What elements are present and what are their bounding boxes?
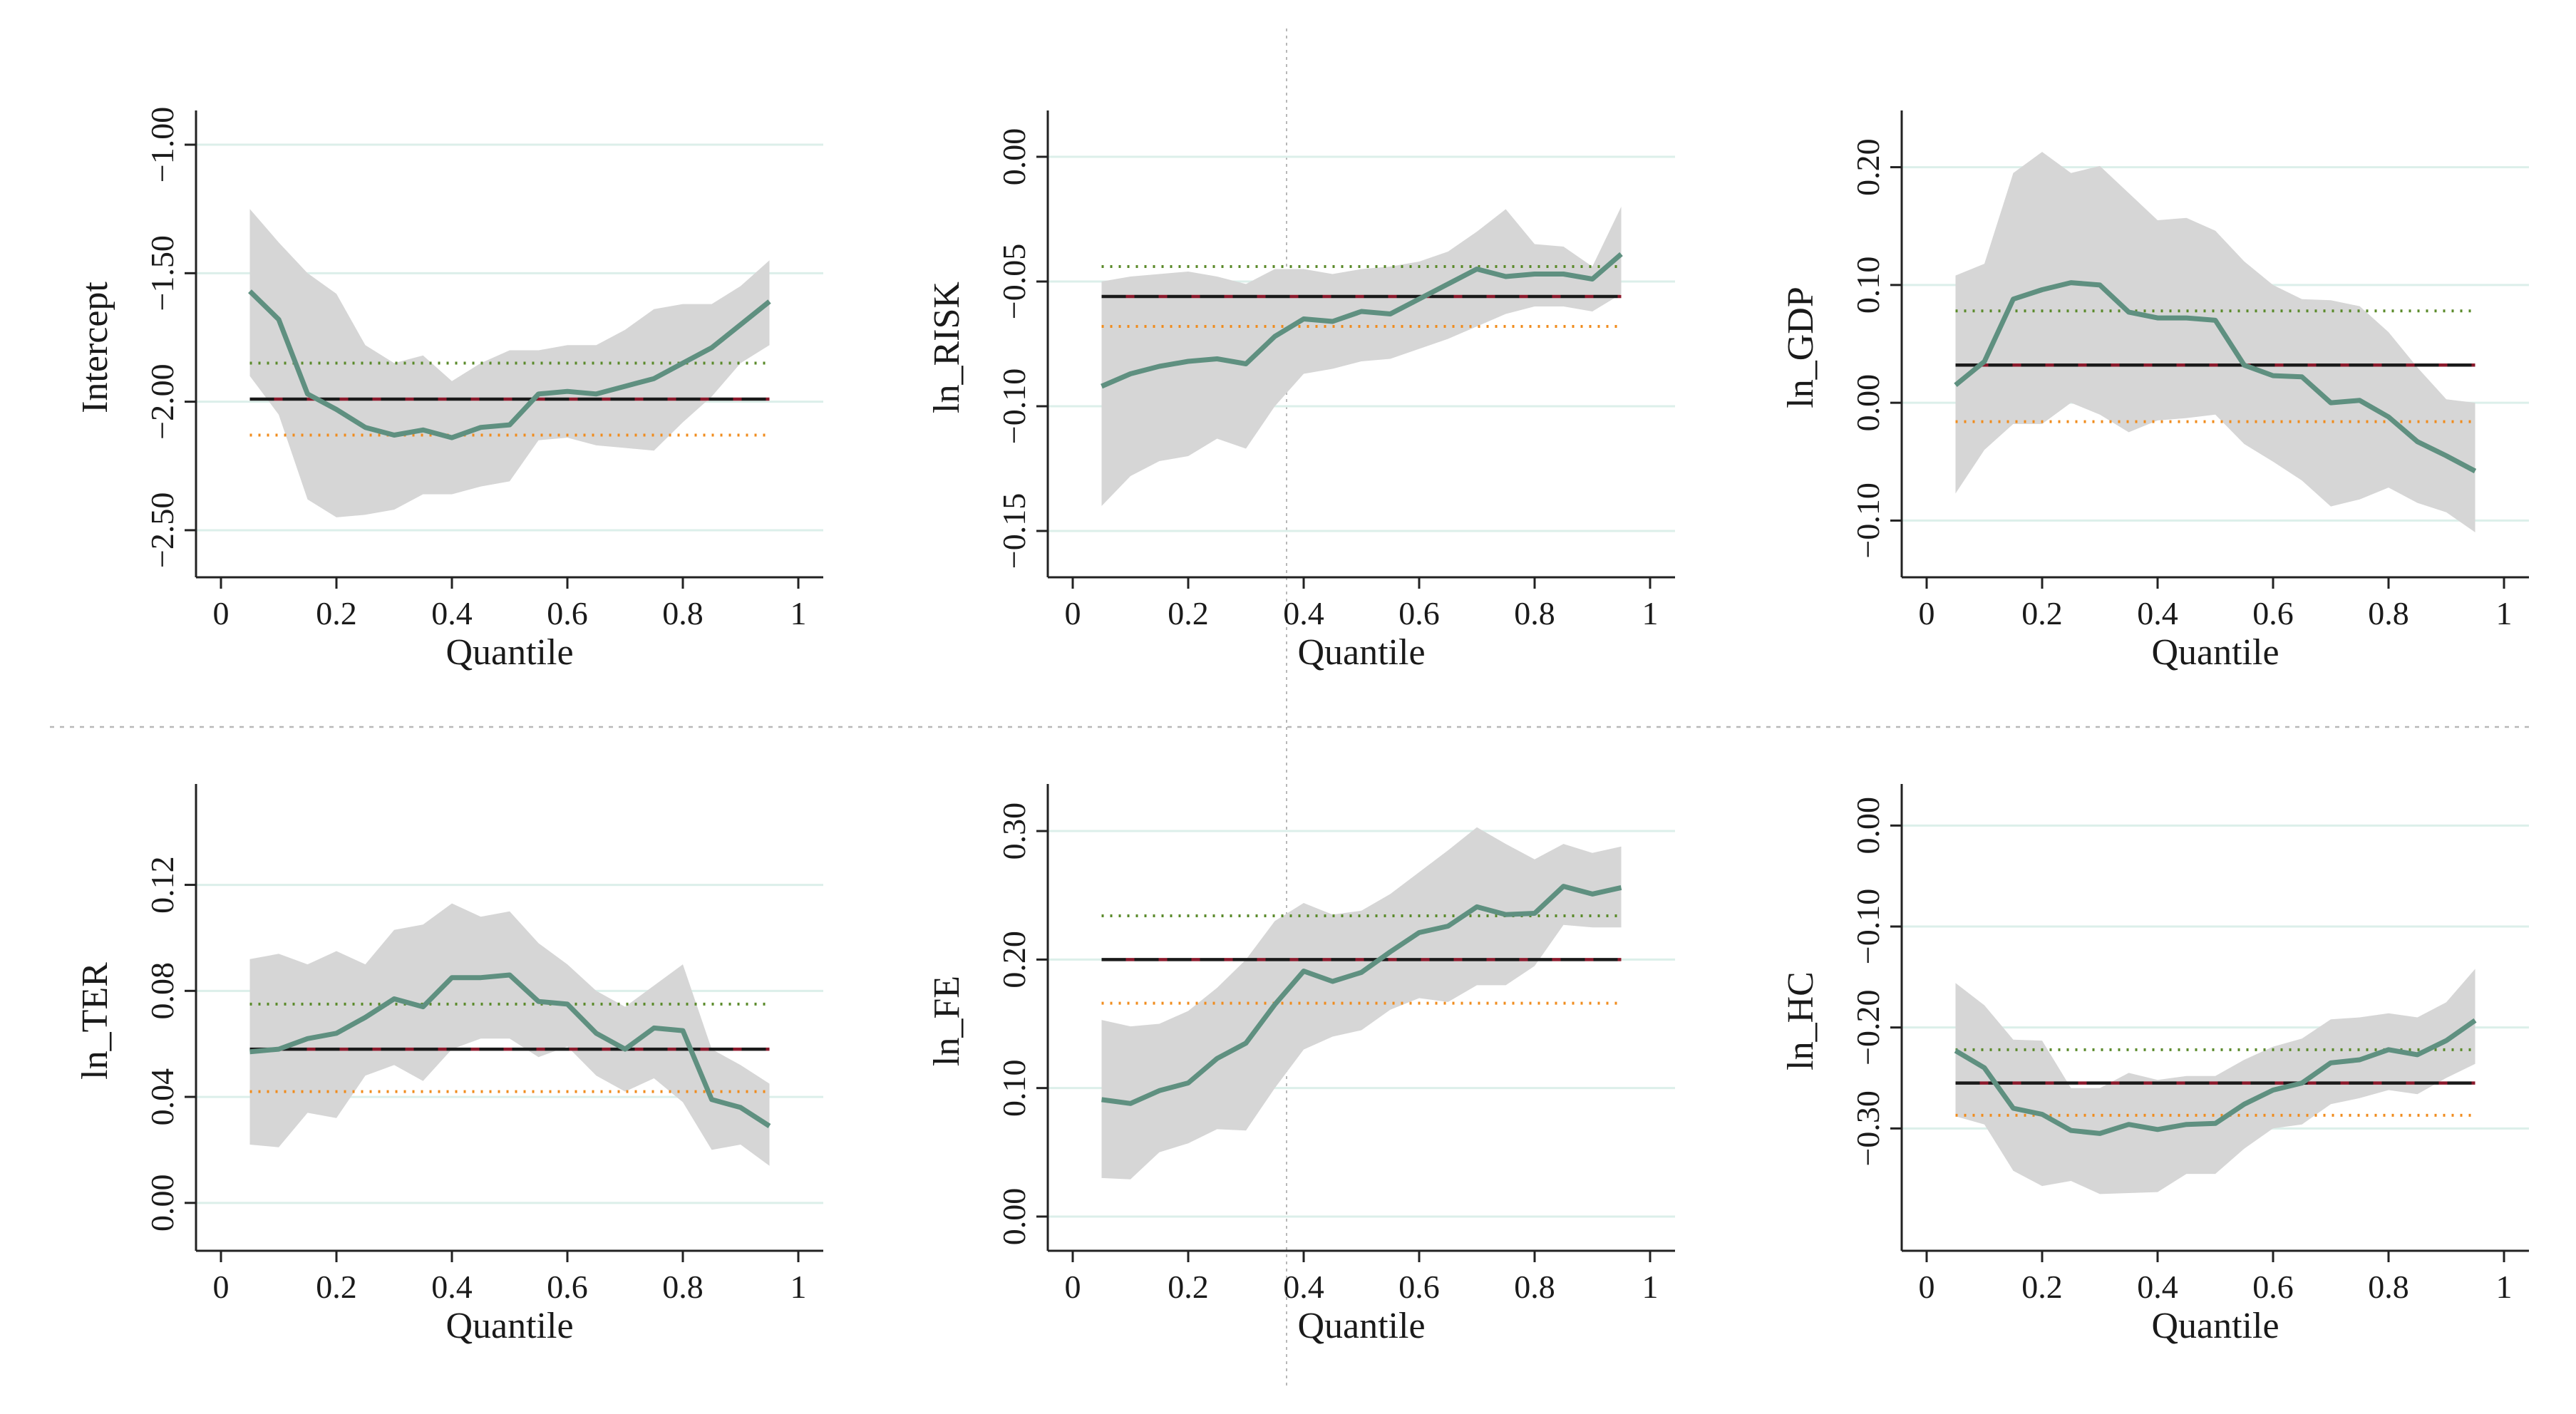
- panel-ln-hc: 0 0.2 0.4 0.6 0.8 1 −0.30 −0.20 −0.10 0.00 Quantil…: [1781, 784, 2529, 1346]
- panel-ln-risk: 0 0.2 0.4 0.6 0.8 1 −0.15 −0.10 −0.05 0.00 Quantil…: [927, 110, 1675, 673]
- confidence-band: [249, 903, 770, 1166]
- y-axis-title: ln_TER: [75, 962, 115, 1080]
- y-tick-label: 0.10: [996, 1059, 1032, 1117]
- y-tick-label: −1.50: [144, 235, 180, 311]
- x-tick-label: 0.4: [431, 1269, 473, 1305]
- x-tick-label: 0.2: [1168, 1269, 1209, 1305]
- x-tick-label: 1: [790, 595, 807, 631]
- y-tick-label: −0.30: [1850, 1090, 1886, 1166]
- x-tick-label: 0.2: [316, 595, 357, 631]
- x-tick-label: 0.4: [2137, 1269, 2178, 1305]
- x-tick-label: 0.8: [1514, 1269, 1555, 1305]
- x-tick-label: 0: [1919, 1269, 1935, 1305]
- quantile-estimate-line: [1954, 1018, 2477, 1136]
- y-tick-label: 0.04: [144, 1068, 180, 1126]
- x-tick-label: 0: [1919, 595, 1935, 631]
- panel-ln-gdp: 0 0.2 0.4 0.6 0.8 1 −0.10 0.00 0.10 0.20 Quantile l…: [1781, 110, 2529, 673]
- y-tick-label: −0.10: [1850, 482, 1886, 558]
- y-tick-label: 0.00: [1850, 797, 1886, 855]
- x-axis-title: Quantile: [2151, 632, 2279, 673]
- x-axis-title: Quantile: [445, 632, 573, 673]
- y-tick-label: 0.00: [144, 1175, 180, 1232]
- y-tick-label: −0.05: [996, 244, 1032, 319]
- x-axis-title: Quantile: [1297, 1306, 1425, 1346]
- x-tick-label: 1: [1642, 1269, 1659, 1305]
- quantile-estimate-line: [1101, 252, 1623, 389]
- confidence-band: [1101, 207, 1622, 506]
- y-tick-label: −2.00: [144, 363, 180, 439]
- x-tick-label: 0.4: [2137, 595, 2178, 631]
- x-axis-title: Quantile: [1297, 632, 1425, 673]
- y-tick-label: 0.30: [996, 803, 1032, 860]
- y-tick-label: 0.20: [996, 931, 1032, 989]
- y-tick-label: −0.20: [1850, 989, 1886, 1065]
- x-tick-label: 1: [790, 1269, 807, 1305]
- confidence-band: [1955, 152, 2475, 532]
- x-tick-label: 0: [213, 1269, 230, 1305]
- x-tick-label: 0.6: [547, 595, 588, 631]
- panel-intercept: 0 0.2 0.4 0.6 0.8 1 −2.50 −2.00 −1.50 −1.00 Quanti…: [75, 107, 823, 673]
- y-tick-label: 0.12: [144, 856, 180, 914]
- confidence-band: [249, 209, 770, 517]
- y-tick-label: 0.00: [996, 1188, 1032, 1246]
- x-tick-label: 0.8: [1514, 595, 1555, 631]
- x-tick-label: 0.6: [1398, 595, 1440, 631]
- x-tick-label: 0.6: [547, 1269, 588, 1305]
- y-axis-title: ln_RISK: [927, 282, 967, 413]
- x-tick-label: 0.2: [2021, 1269, 2063, 1305]
- y-tick-label: 0.10: [1850, 257, 1886, 314]
- y-tick-label: 0.08: [144, 962, 180, 1020]
- x-axis-title: Quantile: [445, 1306, 573, 1346]
- y-axis-title: ln_GDP: [1781, 287, 1821, 408]
- panel-ln-fe: 0 0.2 0.4 0.6 0.8 1 0.00 0.10 0.20 0.30 Quantile ln…: [927, 784, 1675, 1346]
- x-tick-label: 1: [1642, 595, 1659, 631]
- x-tick-label: 1: [2496, 1269, 2513, 1305]
- x-tick-label: 0.8: [2368, 595, 2409, 631]
- x-tick-label: 0.2: [1168, 595, 1209, 631]
- x-tick-label: 0.2: [316, 1269, 357, 1305]
- panel-ln-ter: 0 0.2 0.4 0.6 0.8 1 0.00 0.04 0.08 0.12 Quantile ln…: [75, 784, 823, 1346]
- y-tick-label: −0.10: [996, 368, 1032, 444]
- y-axis-title: Intercept: [75, 282, 115, 413]
- y-tick-label: −0.15: [996, 493, 1032, 569]
- x-tick-label: 0: [1065, 595, 1081, 631]
- x-tick-label: 0.8: [2368, 1269, 2409, 1305]
- x-tick-label: 0.4: [431, 595, 473, 631]
- x-tick-label: 0.4: [1283, 595, 1324, 631]
- x-tick-label: 1: [2496, 595, 2513, 631]
- quantile-estimate-line: [1101, 884, 1622, 1106]
- panels: 0 0.2 0.4 0.6 0.8 1 −2.50 −2.00 −1.50 −1.00 Quanti…: [75, 107, 2529, 1346]
- x-tick-label: 0.8: [662, 1269, 704, 1305]
- y-axis-title: ln_HC: [1781, 971, 1821, 1070]
- y-tick-label: 0.00: [996, 128, 1032, 186]
- x-tick-label: 0.4: [1283, 1269, 1324, 1305]
- x-tick-label: 0.2: [2021, 595, 2063, 631]
- x-axis-title: Quantile: [2151, 1306, 2279, 1346]
- y-tick-label: −2.50: [144, 492, 180, 568]
- confidence-band: [1101, 827, 1622, 1180]
- y-tick-label: 0.20: [1850, 138, 1886, 196]
- quantile-estimate-line: [248, 289, 771, 440]
- quantile-estimate-line: [1954, 280, 2477, 474]
- y-tick-label: −1.00: [144, 107, 180, 182]
- x-tick-label: 0.8: [662, 595, 704, 631]
- x-tick-label: 0.6: [2252, 1269, 2294, 1305]
- x-tick-label: 0: [213, 595, 230, 631]
- y-tick-label: 0.00: [1850, 374, 1886, 432]
- x-tick-label: 0: [1065, 1269, 1081, 1305]
- x-tick-label: 0.6: [1398, 1269, 1440, 1305]
- y-axis-title: ln_FE: [927, 976, 967, 1066]
- quantile-estimate-line: [249, 972, 771, 1128]
- x-tick-label: 0.6: [2252, 595, 2294, 631]
- y-tick-label: −0.10: [1850, 889, 1886, 964]
